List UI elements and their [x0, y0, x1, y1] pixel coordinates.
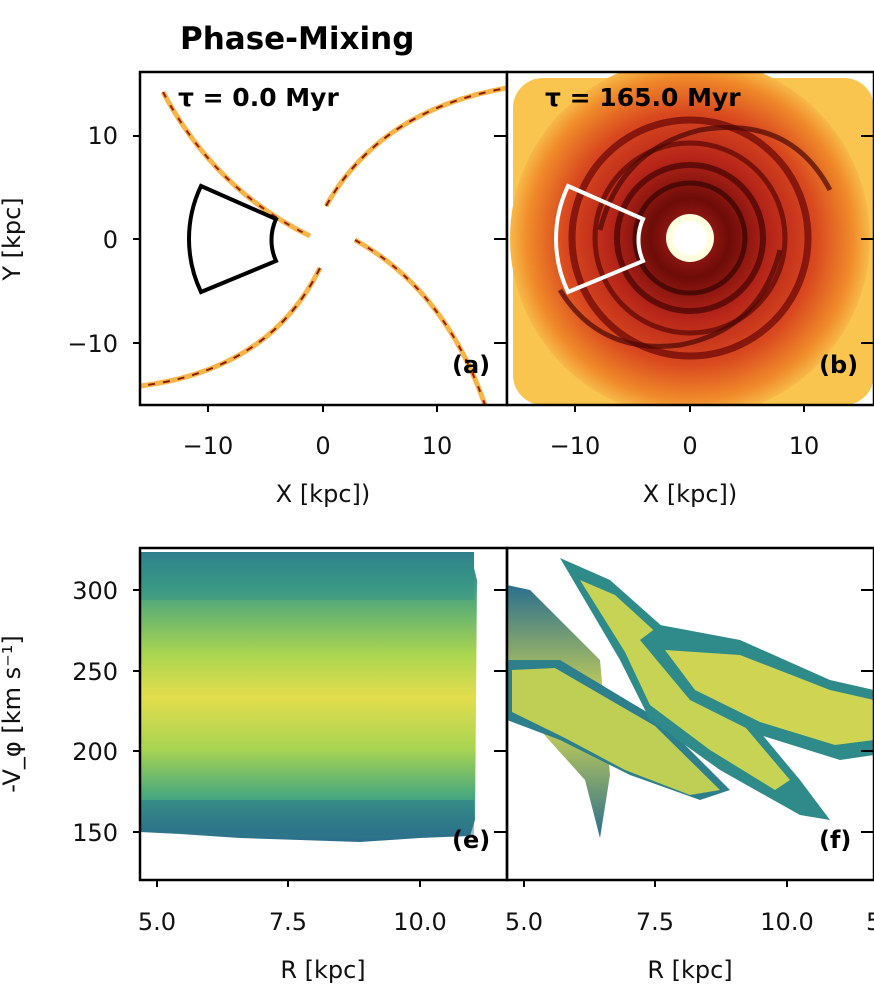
axes-top: 10 0 −10 −10 0 10 −10 0 10 X [kpc]) X [k… [0, 122, 874, 508]
x-tick-label: 0 [682, 432, 697, 460]
selection-wedge-a [186, 183, 279, 295]
panel-a-x-axis-label: X [kpc]) [276, 480, 371, 508]
panel-f: (f) [505, 546, 874, 882]
y-axis-label-top: Y [kpc] [0, 197, 26, 281]
panel-e-heatmap [140, 552, 477, 842]
panel-a-time-annotation: τ = 0.0 Myr [178, 83, 339, 112]
panel-b-label: (b) [819, 351, 858, 379]
x-tick-label: 0 [315, 432, 330, 460]
y-tick-label: 300 [72, 577, 118, 605]
y-tick-label: 10 [87, 122, 118, 150]
x-tick-label: 5.0 [138, 908, 176, 936]
spiral-arm-core [354, 239, 486, 405]
spiral-arm-core [162, 91, 311, 237]
panel-b-x-axis-label: X [kpc]) [643, 480, 738, 508]
spiral-arm [160, 90, 312, 239]
x-tick-label: 7.5 [269, 908, 307, 936]
x-tick-label: −10 [183, 432, 234, 460]
x-tick-label: −10 [550, 432, 601, 460]
x-tick-label: 10.0 [760, 908, 813, 936]
x-tick-label: 7.5 [636, 908, 674, 936]
panel-b: τ = 165.0 Myr (b) [505, 70, 874, 407]
panel-b-time-annotation: τ = 165.0 Myr [545, 83, 741, 112]
y-tick-label: 0 [103, 226, 118, 254]
panel-b-heatmap [507, 72, 874, 405]
x-tick-label: 10 [422, 432, 453, 460]
selection-wedge-b [553, 183, 646, 295]
axes-bottom: 300 250 200 150 5.0 7.5 10.0 5.0 7.5 10.… [0, 577, 874, 984]
x-tick-label: 10.0 [393, 908, 446, 936]
spiral-arm-core [140, 267, 321, 387]
spiral-arm [140, 266, 323, 389]
y-tick-label: −10 [67, 330, 118, 358]
figure-title: Phase-Mixing [180, 21, 414, 57]
panel-e: (e) [138, 546, 509, 882]
panel-f-label: (f) [819, 826, 851, 854]
x-tick-label: 5 [866, 908, 874, 936]
y-tick-label: 200 [72, 738, 118, 766]
panel-f-frame [505, 546, 874, 882]
panel-e-x-axis-label: R [kpc] [280, 956, 365, 984]
spiral-arm [353, 237, 488, 405]
panel-f-x-axis-label: R [kpc] [647, 956, 732, 984]
y-axis-label-bottom: -V_φ [km s⁻¹] [0, 635, 26, 793]
y-tick-label: 250 [72, 658, 118, 686]
panel-a: τ = 0.0 Myr (a) [138, 70, 509, 407]
y-tick-label: 150 [72, 819, 118, 847]
panel-a-label: (a) [452, 351, 490, 379]
panel-e-label: (e) [452, 826, 490, 854]
panel-a-arms [140, 85, 507, 405]
panel-f-heatmap [507, 558, 874, 838]
spiral-arm [323, 85, 507, 208]
spiral-arm-core [325, 87, 507, 207]
x-tick-label: 10 [789, 432, 820, 460]
x-tick-label: 5.0 [505, 908, 543, 936]
